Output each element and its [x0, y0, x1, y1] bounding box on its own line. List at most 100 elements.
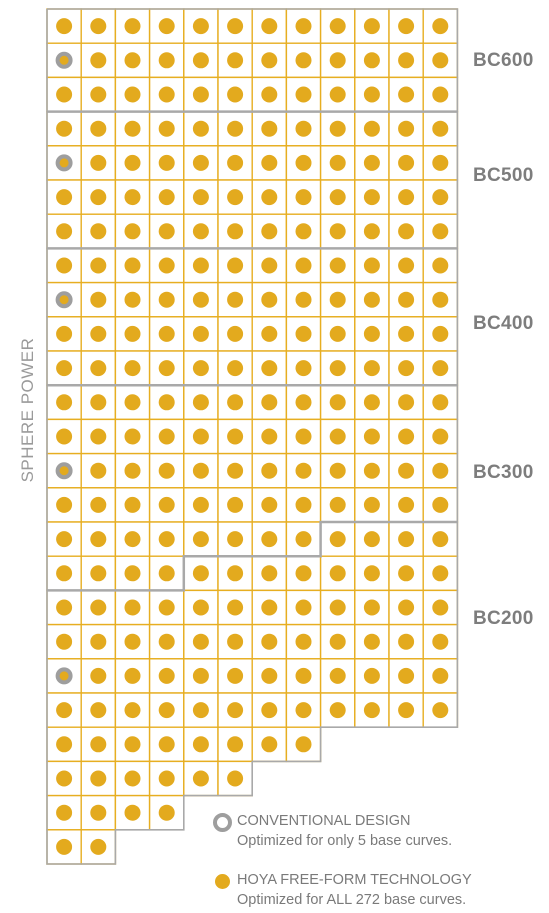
freeform-dot: [192, 86, 209, 103]
freeform-dot: [363, 599, 380, 616]
freeform-dot: [261, 257, 278, 274]
freeform-dot: [261, 531, 278, 548]
freeform-dot: [158, 325, 175, 342]
bc-label-4: BC300: [473, 462, 534, 483]
freeform-dot: [158, 736, 175, 753]
freeform-dot: [192, 736, 209, 753]
freeform-dot: [432, 154, 449, 171]
freeform-dot: [261, 633, 278, 650]
freeform-dot: [432, 18, 449, 35]
freeform-dot: [158, 770, 175, 787]
freeform-dot: [432, 394, 449, 411]
freeform-dot: [90, 120, 107, 137]
freeform-dot: [261, 18, 278, 35]
freeform-dot: [363, 257, 380, 274]
freeform-dot: [398, 223, 415, 240]
freeform-dot: [158, 804, 175, 821]
freeform-dot: [90, 565, 107, 582]
freeform-dot: [432, 565, 449, 582]
freeform-dot: [158, 394, 175, 411]
freeform-dot: [56, 325, 73, 342]
freeform-dot: [398, 189, 415, 206]
freeform-dot: [192, 462, 209, 479]
freeform-dot: [329, 52, 346, 69]
freeform-dot: [158, 291, 175, 308]
freeform-dot: [56, 86, 73, 103]
freeform-dot: [295, 736, 312, 753]
freeform-dot: [158, 667, 175, 684]
freeform-dot: [295, 154, 312, 171]
freeform-dot: [295, 52, 312, 69]
freeform-dot: [295, 394, 312, 411]
freeform-dot: [192, 599, 209, 616]
freeform-dot: [295, 223, 312, 240]
freeform-dot: [227, 462, 244, 479]
freeform-dot: [295, 360, 312, 377]
freeform-dot: [329, 496, 346, 513]
freeform-dot: [398, 394, 415, 411]
freeform-dot: [90, 257, 107, 274]
freeform-dot: [398, 154, 415, 171]
freeform-dot: [261, 428, 278, 445]
freeform-dot: [432, 52, 449, 69]
freeform-dot: [158, 496, 175, 513]
freeform-dot: [329, 325, 346, 342]
freeform-dot: [363, 325, 380, 342]
freeform-dot: [90, 770, 107, 787]
freeform-dot: [56, 257, 73, 274]
freeform-dot: [227, 86, 244, 103]
freeform-dot: [329, 667, 346, 684]
freeform-dot: [192, 531, 209, 548]
freeform-dot: [329, 120, 346, 137]
freeform-dot: [90, 633, 107, 650]
freeform-dot: [90, 838, 107, 855]
freeform-dot: [227, 667, 244, 684]
freeform-dot: [124, 599, 141, 616]
freeform-dot: [90, 86, 107, 103]
freeform-dot: [227, 531, 244, 548]
freeform-dot: [56, 736, 73, 753]
freeform-dot: [227, 325, 244, 342]
freeform-dot: [432, 120, 449, 137]
freeform-dot: [227, 394, 244, 411]
freeform-dot: [329, 154, 346, 171]
freeform-dot: [158, 257, 175, 274]
freeform-dot: [363, 360, 380, 377]
grid-cell: [183, 760, 219, 797]
freeform-dot: [329, 462, 346, 479]
freeform-dot: [363, 462, 380, 479]
freeform-dot: [124, 565, 141, 582]
freeform-dot: [90, 462, 107, 479]
bc-label-3: BC400: [473, 313, 534, 334]
freeform-dot: [124, 120, 141, 137]
bc-label-5: BC200: [473, 608, 534, 629]
freeform-dot: [329, 223, 346, 240]
freeform-dot: [192, 565, 209, 582]
freeform-dot: [192, 257, 209, 274]
freeform-dot: [192, 154, 209, 171]
freeform-dot: [192, 394, 209, 411]
freeform-dot: [295, 291, 312, 308]
grid-cell: [354, 42, 390, 79]
freeform-dot: [124, 86, 141, 103]
freeform-dot: [227, 291, 244, 308]
freeform-dot: [261, 360, 278, 377]
freeform-dot: [295, 531, 312, 548]
freeform-dot: [432, 599, 449, 616]
freeform-dot: [329, 360, 346, 377]
freeform-dot: [158, 702, 175, 719]
freeform-dot: [261, 325, 278, 342]
freeform-dot: [124, 223, 141, 240]
freeform-dot: [124, 154, 141, 171]
freeform-dot: [398, 325, 415, 342]
freeform-dot: [158, 52, 175, 69]
legend-conventional-desc: Optimized for only 5 base curves.: [237, 833, 453, 849]
freeform-dot: [261, 394, 278, 411]
freeform-dot: [432, 496, 449, 513]
freeform-dot: [158, 18, 175, 35]
freeform-dot: [363, 86, 380, 103]
freeform-dot: [124, 736, 141, 753]
freeform-dot: [432, 462, 449, 479]
freeform-dot: [398, 18, 415, 35]
freeform-dot: [363, 394, 380, 411]
